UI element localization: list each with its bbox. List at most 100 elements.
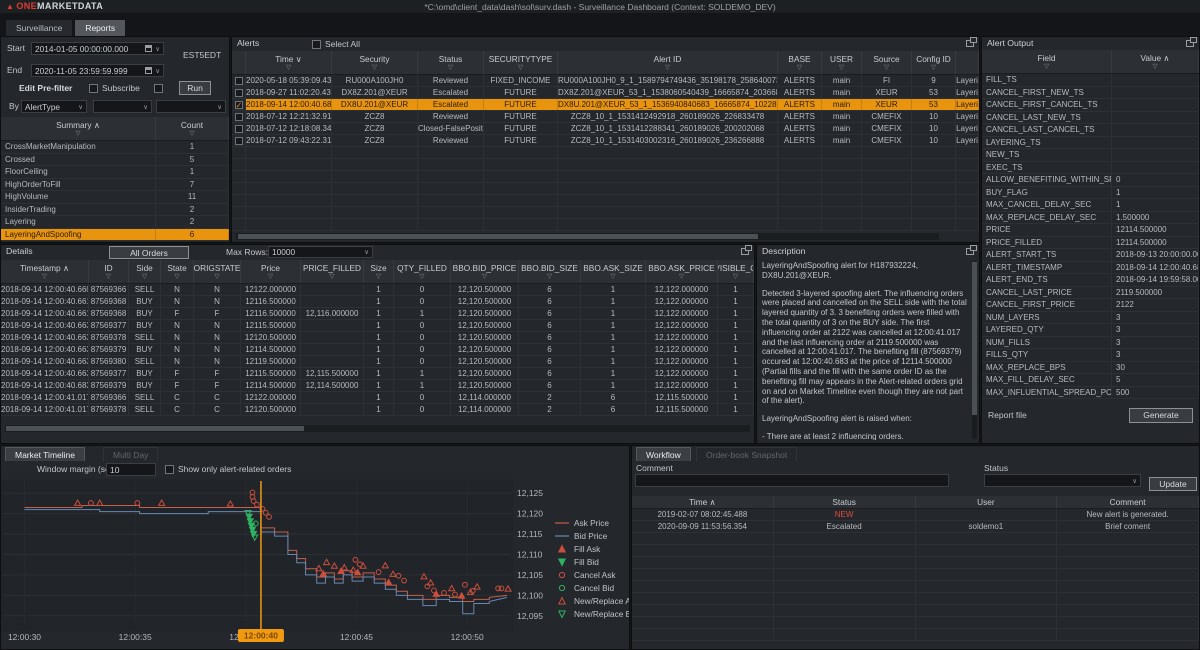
market-timeline-chart[interactable]: 12,125 12,120 12,115 12,110 12,105 12,100 12,0… [1,479,630,649]
filter-funnel-icon[interactable]: ▽ [679,273,684,280]
filter-funnel-icon[interactable]: ▽ [42,273,47,280]
table-row[interactable]: FILLS_QTY 3 [982,349,1199,362]
tab-workflow[interactable]: Workflow [636,447,691,461]
column-header[interactable]: Config ID ▽ [912,51,956,74]
show-alert-orders-checkbox[interactable] [165,465,174,474]
dropdown-caret-icon[interactable]: ∨ [155,67,160,75]
column-header[interactable]: BBO.BID_PRICE ▽ [451,260,519,283]
column-header[interactable]: State ▽ [161,260,194,283]
column-header[interactable]: BASE ▽ [778,51,822,74]
dropdown-caret-icon[interactable]: ∨ [78,103,83,111]
column-header[interactable]: Summary ∧ ▽ [1,117,156,140]
dropdown-caret-icon[interactable]: ∨ [364,249,369,256]
column-header[interactable]: PRICE_FILLED ▽ [301,260,364,283]
tab-multi-day[interactable]: Multi Day [103,447,159,461]
column-header[interactable]: Field ▽ [982,50,1112,73]
filter-funnel-icon[interactable]: ▽ [1044,63,1049,70]
column-header[interactable]: User [916,496,1058,508]
column-header[interactable]: Count ▽ [156,117,229,140]
column-header[interactable]: Side ▽ [129,260,161,283]
filter-select-3[interactable]: ∨ [156,100,226,113]
filter-funnel-icon[interactable]: ▽ [884,64,889,71]
table-row[interactable]: ALERT_END_TS 2018-09-14 19:59:58.000 [982,274,1199,287]
column-header[interactable]: QTY_FILLED ▽ [394,260,451,283]
table-row[interactable]: CANCEL_LAST_NEW_TS [982,111,1199,124]
column-header[interactable]: Time ∧ [632,496,774,508]
table-row[interactable]: 2018-07-12 12:21:32.918 ZCZ8 Reviewed FUTUR… [232,111,979,123]
dropdown-caret-icon[interactable]: ∨ [155,45,160,53]
column-header[interactable]: Comment [1057,496,1199,508]
table-row[interactable]: HighVolume 11 [1,191,229,204]
table-row[interactable]: CANCEL_LAST_CANCEL_TS [982,124,1199,137]
table-row[interactable]: NUM_LAYERS 3 [982,311,1199,324]
row-checkbox[interactable] [234,136,243,145]
column-header[interactable]: Time ∨ ▽ [246,51,332,74]
filter-funnel-icon[interactable]: ▽ [214,273,220,280]
alert-type-select[interactable]: AlertType ∨ [21,100,87,113]
table-row[interactable]: NEW_TS [982,149,1199,162]
table-row[interactable]: MAX_REPLACE_DELAY_SEC 1.500000 [982,211,1199,224]
filter-funnel-icon[interactable]: ▽ [286,64,291,71]
filter-funnel-icon[interactable]: ▽ [268,273,273,280]
table-row[interactable]: MAX_REPLACE_BPS 30 [982,361,1199,374]
column-header[interactable]: Timestamp ∧ ▽ [1,260,89,283]
filter-funnel-icon[interactable]: ▽ [839,64,844,71]
calendar-icon[interactable] [145,45,153,52]
column-header[interactable]: Value ∧ ▽ [1112,50,1199,73]
table-row[interactable]: MAX_INFLUENTIAL_SPREAD_PCT 500 [982,386,1199,399]
column-header[interactable]: BBO.ASK_PRICE ▽ [646,260,718,283]
table-row[interactable]: 2018-09-27 11:02:20.439 DX8Z.201@XEUR Esca… [232,87,979,99]
generate-button[interactable]: Generate [1129,408,1193,423]
table-row[interactable]: 2018-07-12 09:43:22.316 ZCZ8 Reviewed FUTUR… [232,135,979,147]
table-row[interactable]: BUY_FLAG 1 [982,186,1199,199]
column-header[interactable]: BBO.BID_SIZE ▽ [519,260,581,283]
table-row[interactable]: 2019-02-07 08:02:45.488 NEW New alert is g… [632,509,1199,521]
table-row[interactable]: FILL_TS [982,74,1199,87]
scrollbar-thumb[interactable] [972,262,977,416]
table-row[interactable]: CANCEL_FIRST_CANCEL_TS [982,99,1199,112]
row-checkbox[interactable] [234,76,243,85]
dropdown-caret-icon[interactable]: ∨ [1132,477,1137,485]
all-orders-button[interactable]: All Orders [109,246,189,259]
popout-icon[interactable] [966,37,977,47]
subscribe-checkbox[interactable] [89,84,98,93]
table-row[interactable]: 2018-09-14 12:00:40.663 87569379 BUY N N 1211… [1,344,754,356]
table-row[interactable]: ALERT_TIMESTAMP 2018-09-14 12:00:40.683 [982,261,1199,274]
filter-funnel-icon[interactable]: ▽ [106,273,111,280]
table-row[interactable]: 2018-09-14 12:00:40.683 87569379 BUY F F 1211… [1,380,754,392]
filter-funnel-icon[interactable]: ▽ [142,273,147,280]
row-checkbox[interactable] [234,112,243,121]
filter-funnel-icon[interactable]: ▽ [665,64,670,71]
description-vscrollbar[interactable] [972,261,977,439]
tab-market-timeline[interactable]: Market Timeline [5,447,85,461]
table-row[interactable]: FloorCeiling 1 [1,166,229,179]
table-row[interactable]: Layering 2 [1,216,229,229]
update-button[interactable]: Update [1149,477,1197,491]
table-row[interactable]: 2018-09-14 12:00:40.663 87569377 BUY F F 1211… [1,368,754,380]
window-margin-input[interactable] [106,463,156,476]
table-row[interactable]: 2018-09-14 12:00:40.661 87569368 BUY N N 1211… [1,296,754,308]
table-row[interactable]: 2018-09-14 12:00:41.017 87569366 SELL C C 121… [1,392,754,404]
filter-funnel-icon[interactable]: ▽ [372,64,377,71]
table-row[interactable]: PRICE 12114.500000 [982,224,1199,237]
calendar-icon[interactable] [145,67,153,74]
table-row[interactable]: 2018-09-14 12:00:40.661 87569368 BUY F F 1211… [1,308,754,320]
filter-funnel-icon[interactable]: ▽ [448,64,453,71]
run-button[interactable]: Run [179,81,211,95]
edit-prefilter-label[interactable]: Edit Pre-filter [19,83,73,93]
column-header[interactable]: SECURITYTYPE ▽ [484,51,558,74]
column-header[interactable]: Security ▽ [332,51,418,74]
table-row[interactable]: 2018-09-14 12:00:40.660 87569366 SELL N N 121… [1,284,754,296]
alerts-hscrollbar[interactable] [236,233,939,240]
table-row[interactable]: 2018-09-14 12:00:40.663 87569377 BUY N N 1211… [1,320,754,332]
column-header[interactable]: USER ▽ [822,51,862,74]
column-header[interactable]: Price ▽ [241,260,301,283]
tab-surveillance[interactable]: Surveillance [6,20,73,36]
popout-icon[interactable] [741,245,752,255]
column-header[interactable]: Status [774,496,916,508]
filter-funnel-icon[interactable]: ▽ [610,273,616,280]
table-row[interactable]: MAX_CANCEL_DELAY_SEC 1 [982,199,1199,212]
table-row[interactable]: LAYERED_QTY 3 [982,324,1199,337]
end-date-input[interactable]: 2020-11-05 23:59:59.999 ∨ [31,64,164,77]
table-row[interactable]: ✓ 2018-09-14 12:00:40.683 DX8U.201@XEUR Esc… [232,99,979,111]
